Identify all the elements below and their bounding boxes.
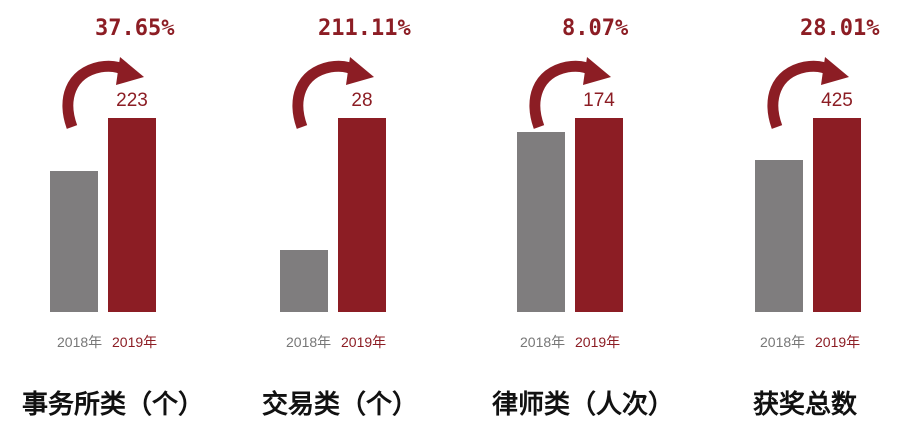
bar-2019	[108, 118, 156, 312]
category-label: 律师类（人次）	[492, 390, 675, 420]
data-label: 28	[351, 90, 373, 111]
year-label-2018: 2018年	[286, 334, 332, 350]
growth-label: 8.07%	[562, 16, 629, 41]
bar-2019	[575, 118, 623, 312]
year-label-2018: 2018年	[57, 334, 103, 350]
category-label: 获奖总数	[753, 390, 858, 420]
growth-arrow-icon	[292, 57, 374, 129]
bar-2019	[813, 118, 861, 312]
year-label-2019: 2019年	[815, 334, 861, 350]
growth-label: 37.65%	[95, 16, 175, 41]
growth-label: 28.01%	[800, 16, 880, 41]
growth-arrow-icon	[529, 57, 611, 129]
data-label: 425	[821, 90, 853, 111]
year-label-2018: 2018年	[520, 334, 566, 350]
growth-arrow-icon	[767, 57, 849, 129]
year-label-2018: 2018年	[760, 334, 806, 350]
growth-arrow-icon	[62, 57, 144, 129]
year-label-2019: 2019年	[112, 334, 158, 350]
growth-label: 211.11%	[318, 16, 411, 41]
bar-2018	[517, 132, 565, 312]
data-label: 174	[583, 90, 615, 111]
bar-2018	[755, 160, 803, 312]
bar-2018	[280, 250, 328, 312]
data-label: 223	[116, 90, 148, 111]
bar-2019	[338, 118, 386, 312]
year-label-2019: 2019年	[575, 334, 621, 350]
category-label: 交易类（个）	[262, 390, 419, 420]
category-label: 事务所类（个）	[22, 390, 205, 420]
bar-2018	[50, 171, 98, 312]
year-label-2019: 2019年	[341, 334, 387, 350]
